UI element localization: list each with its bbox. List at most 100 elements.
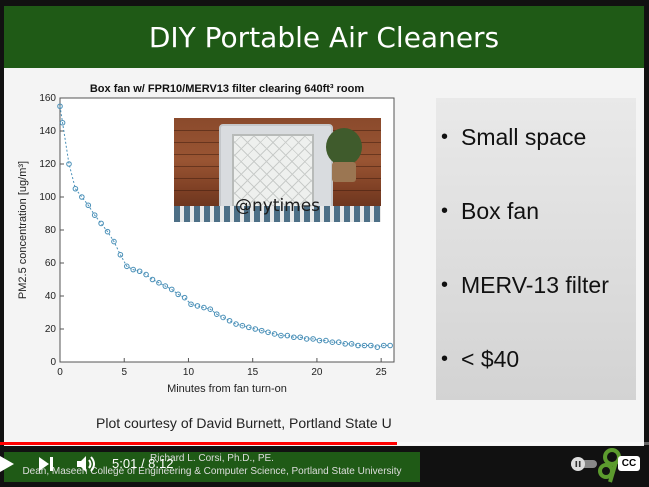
data-point	[387, 342, 393, 349]
data-point	[175, 291, 181, 298]
data-point	[226, 317, 233, 324]
data-point	[213, 311, 220, 317]
x-tick-label: 10	[183, 367, 195, 378]
bullet-dot-icon: •	[441, 274, 449, 296]
bullet-item: • MERV-13 filter	[436, 272, 609, 299]
progress-bar[interactable]	[0, 442, 649, 445]
data-point	[342, 341, 348, 347]
plot-credit: Plot courtesy of David Burnett, Portland…	[96, 415, 392, 431]
data-point	[124, 263, 130, 270]
bullet-item: • Small space	[436, 124, 586, 151]
data-point	[194, 303, 201, 309]
captions-button[interactable]: CC	[618, 456, 640, 471]
data-point	[258, 327, 265, 334]
bullet-text: Small space	[461, 124, 587, 150]
bullet-text: Box fan	[461, 198, 539, 224]
x-axis-label: Minutes from fan turn-on	[167, 383, 287, 395]
play-icon[interactable]	[0, 456, 14, 472]
x-tick-label: 25	[376, 367, 388, 378]
data-point	[265, 329, 271, 336]
data-point	[91, 212, 98, 218]
data-point	[207, 306, 214, 312]
slide-title: DIY Portable Air Cleaners	[148, 20, 500, 54]
data-point	[233, 321, 239, 327]
y-tick-label: 60	[45, 258, 57, 269]
bullet-item: • < $40	[436, 346, 519, 373]
y-tick-label: 40	[45, 291, 57, 302]
data-point	[98, 220, 104, 227]
data-point	[188, 301, 194, 308]
data-point	[66, 161, 72, 167]
box-fan-photo: @nytimes	[174, 118, 381, 222]
filter-shape	[232, 134, 314, 208]
bullet-text: MERV-13 filter	[461, 272, 609, 298]
data-point	[368, 342, 374, 349]
data-point	[239, 322, 246, 329]
bullet-text: < $40	[461, 346, 520, 372]
bullet-dot-icon: •	[441, 126, 449, 148]
plant-pot-shape	[332, 162, 356, 182]
y-tick-label: 20	[45, 324, 57, 335]
duration: 8:12	[148, 456, 174, 471]
data-point	[104, 228, 111, 235]
autoplay-toggle-icon[interactable]	[570, 456, 598, 472]
time-separator: /	[140, 456, 149, 471]
slide: DIY Portable Air Cleaners Box fan w/ FPR…	[4, 6, 644, 446]
data-point	[374, 344, 381, 350]
data-point	[136, 268, 143, 275]
data-point	[201, 304, 207, 311]
series-line	[59, 106, 391, 348]
data-point	[220, 314, 226, 321]
current-time: 5:01	[112, 456, 138, 471]
data-point	[355, 342, 361, 349]
data-point	[380, 342, 387, 349]
time-display: 5:01 / 8:12	[112, 456, 173, 471]
data-point	[284, 332, 291, 339]
next-icon[interactable]	[38, 456, 54, 472]
series-group	[57, 103, 393, 350]
x-tick-label: 15	[247, 367, 259, 378]
data-point	[323, 337, 329, 344]
data-point	[149, 276, 156, 283]
data-point	[310, 336, 316, 342]
y-tick-label: 80	[45, 225, 57, 236]
bullet-dot-icon: •	[441, 200, 449, 222]
y-tick-label: 140	[39, 126, 56, 137]
data-point	[246, 324, 252, 331]
data-point	[79, 194, 85, 200]
chart-title: Box fan w/ FPR10/MERV13 filter clearing …	[90, 83, 364, 95]
y-tick-label: 160	[39, 93, 56, 104]
slide-title-bar: DIY Portable Air Cleaners	[4, 6, 644, 68]
x-tick-label: 5	[121, 367, 127, 378]
data-point	[143, 271, 149, 278]
data-point	[297, 334, 304, 341]
data-point	[168, 286, 175, 293]
speaker-name: Richard L. Corsi, Ph.D., PE.	[150, 453, 274, 464]
bullet-dot-icon: •	[441, 348, 449, 370]
data-point	[117, 251, 124, 258]
data-point	[72, 185, 79, 192]
progress-fill	[0, 442, 397, 445]
x-tick-label: 0	[57, 367, 63, 378]
y-axis-label: PM2.5 concentration [ug/m³]	[17, 161, 29, 299]
data-point	[162, 283, 169, 289]
volume-icon[interactable]	[76, 454, 98, 474]
data-point	[181, 294, 188, 301]
data-point	[303, 336, 310, 342]
data-point	[335, 339, 342, 346]
data-point	[85, 202, 92, 209]
data-point	[252, 326, 259, 332]
axis-ticks: 0 5 10 15 20 25 0 20 40 60 80 100 120 140 160	[39, 93, 387, 378]
data-point	[316, 337, 323, 344]
data-point	[156, 280, 162, 286]
data-point	[111, 238, 117, 245]
bullet-item: • Box fan	[436, 198, 539, 225]
speaker-lower-third: Richard L. Corsi, Ph.D., PE. Dean, Masee…	[4, 452, 420, 482]
y-tick-label: 120	[39, 159, 56, 170]
data-point	[57, 103, 63, 110]
data-point	[329, 339, 336, 346]
y-tick-label: 0	[50, 357, 56, 368]
speaker-role: Dean, Maseeh College of Engineering & Co…	[22, 466, 402, 477]
data-point	[278, 332, 284, 339]
